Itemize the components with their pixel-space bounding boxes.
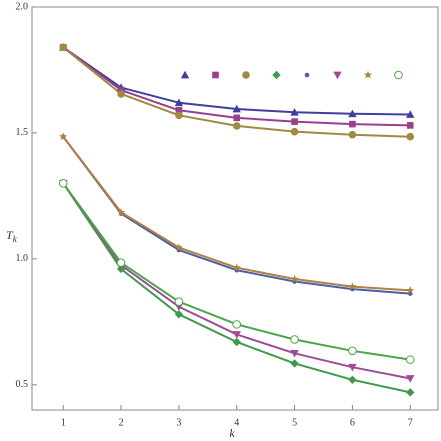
point <box>59 43 68 52</box>
legend-marker <box>363 70 373 79</box>
point <box>232 320 242 329</box>
point <box>348 282 357 291</box>
legend-marker <box>180 70 190 79</box>
point <box>406 388 415 397</box>
series-line <box>62 182 411 380</box>
point <box>174 243 183 252</box>
y-tick-label: 1.5 <box>16 127 29 138</box>
point <box>175 106 183 114</box>
x-tick-label: 6 <box>350 417 355 428</box>
point <box>349 120 356 128</box>
x-tick-label: 3 <box>176 417 181 428</box>
y-tick-label: 1.0 <box>16 253 29 264</box>
point <box>348 109 357 118</box>
x-tick-label: 2 <box>119 417 124 428</box>
point <box>116 207 126 216</box>
point <box>174 310 184 319</box>
point <box>290 274 299 283</box>
legend-marker <box>394 70 403 80</box>
x-tick-label: 1 <box>61 417 66 428</box>
legend-marker <box>333 71 342 80</box>
point <box>348 375 357 384</box>
y-axis-label-main: T <box>6 228 14 242</box>
point <box>290 349 299 358</box>
point <box>406 132 415 141</box>
frame <box>31 6 439 411</box>
legend-marker <box>272 70 281 80</box>
point <box>290 359 299 368</box>
point <box>59 132 68 141</box>
point <box>406 110 415 118</box>
y-axis-label-sub: k <box>13 234 18 244</box>
y-tick-label: 2.0 <box>16 1 29 12</box>
point <box>348 130 357 139</box>
point <box>117 90 125 98</box>
point <box>291 118 298 125</box>
point <box>232 337 241 347</box>
point <box>58 179 68 188</box>
point <box>116 258 126 267</box>
x-tick-label: 4 <box>234 417 239 428</box>
x-tick-label: 5 <box>292 417 297 428</box>
series-line <box>62 46 411 116</box>
point <box>232 331 241 339</box>
point <box>406 375 415 383</box>
y-axis-label: Tk <box>6 228 18 244</box>
point <box>406 122 414 129</box>
point <box>232 263 241 272</box>
legend-marker <box>304 72 310 78</box>
x-tick-label: 7 <box>408 417 413 428</box>
point <box>290 335 299 344</box>
point <box>233 114 241 122</box>
point <box>174 98 184 107</box>
point <box>232 122 241 130</box>
legend-marker <box>242 71 250 79</box>
point <box>348 346 357 356</box>
point <box>232 104 241 113</box>
x-axis-label: k <box>229 426 235 440</box>
point <box>290 108 299 116</box>
point <box>290 127 299 136</box>
y-tick-label: 0.5 <box>16 379 29 390</box>
point <box>405 355 415 364</box>
legend-marker <box>212 71 219 79</box>
point <box>175 111 183 120</box>
point <box>406 286 415 294</box>
point <box>174 297 184 306</box>
point <box>348 363 357 372</box>
